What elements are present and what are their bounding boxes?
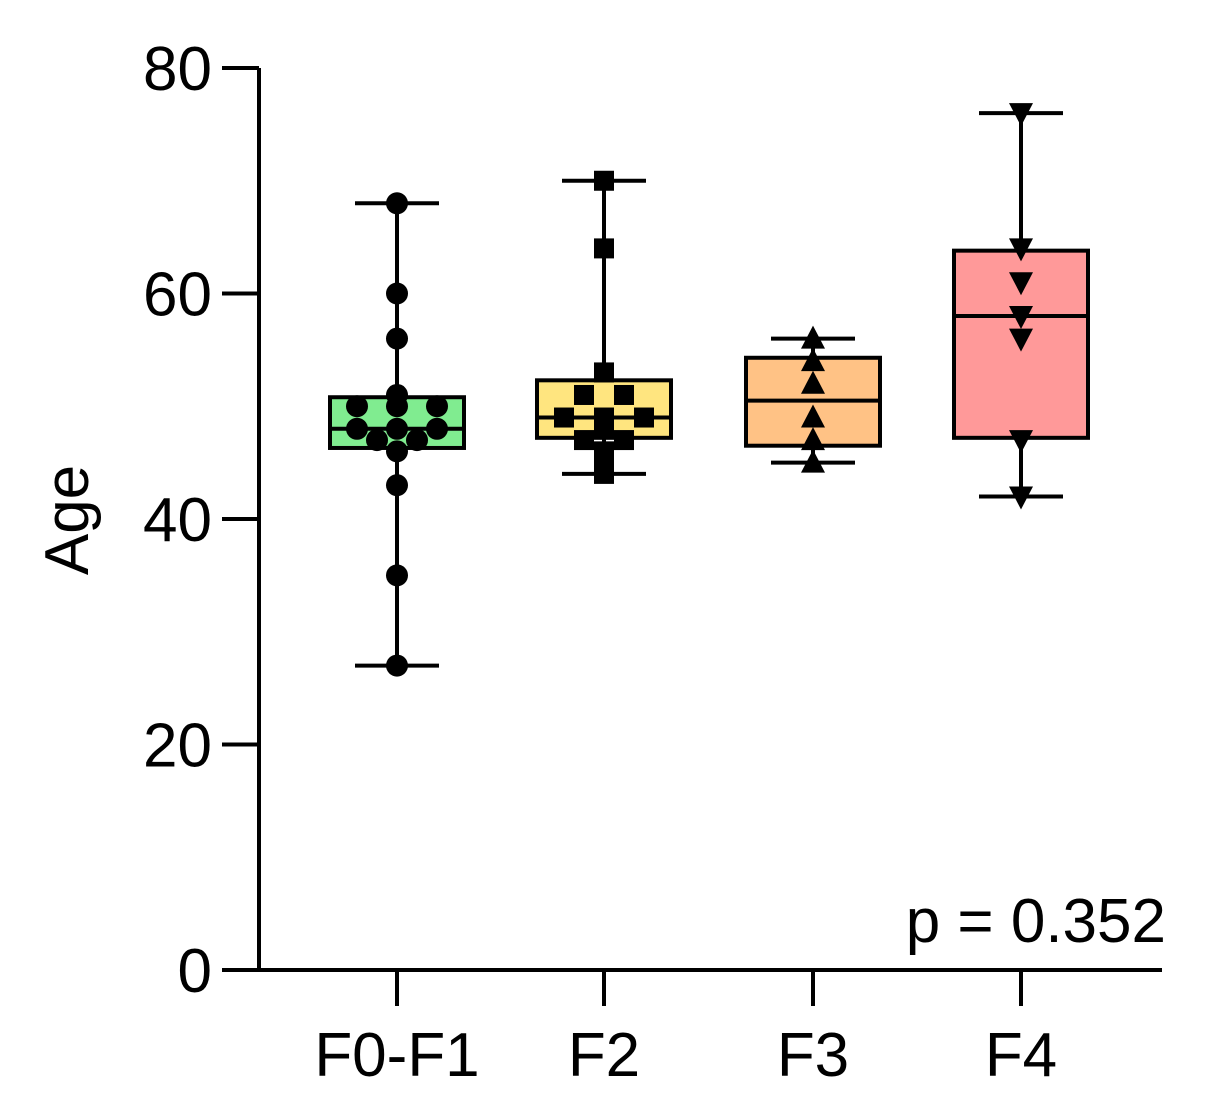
data-point [1009, 328, 1033, 352]
data-point [801, 427, 825, 451]
box-group-f0-f1 [328, 192, 466, 677]
data-point [406, 429, 428, 452]
data-point [386, 327, 408, 350]
data-point [594, 463, 614, 484]
data-point [426, 395, 448, 418]
data-point [386, 474, 408, 497]
data-point [594, 238, 614, 259]
p-value-annotation: p = 0.352 [906, 887, 1166, 956]
data-point [1009, 238, 1033, 262]
data-point [554, 407, 574, 428]
data-point [386, 654, 408, 677]
data-point [801, 348, 825, 372]
data-point [801, 325, 825, 349]
data-point [614, 384, 634, 405]
data-point [386, 440, 408, 463]
x-tick-label: F2 [568, 1021, 640, 1090]
x-tick-label: F4 [985, 1021, 1057, 1090]
data-point [426, 417, 448, 440]
x-axis: F0-F1 F2 F3 F4 [222, 968, 1162, 1090]
data-point [1009, 306, 1033, 330]
data-point [634, 407, 654, 428]
data-point [386, 395, 408, 418]
data-point [1009, 103, 1033, 127]
y-tick-label: 80 [143, 35, 212, 104]
data-point [801, 370, 825, 394]
data-point [801, 404, 825, 428]
data-point [386, 417, 408, 440]
data-point [346, 417, 368, 440]
data-point [614, 430, 634, 451]
box-groups [328, 103, 1090, 677]
y-tick-label: 20 [143, 712, 212, 781]
box-group-f4 [952, 103, 1090, 510]
data-point [386, 282, 408, 305]
data-point [346, 395, 368, 418]
y-tick-label: 40 [143, 486, 212, 555]
data-point [594, 418, 614, 439]
y-axis: 0 20 40 60 80 [143, 35, 261, 1006]
data-point [801, 449, 825, 473]
y-axis-label: Age [33, 465, 102, 575]
box-group-f2 [535, 170, 673, 484]
data-point [1009, 486, 1033, 510]
y-tick-label: 0 [178, 937, 212, 1006]
x-tick-label: F0-F1 [314, 1021, 479, 1090]
box-group-f3 [744, 325, 882, 473]
data-point [1009, 272, 1033, 296]
y-tick-label: 60 [143, 261, 212, 330]
data-point [386, 564, 408, 587]
data-point [594, 362, 614, 383]
data-point [366, 429, 388, 452]
data-point [574, 430, 594, 451]
data-point [1009, 430, 1033, 454]
data-point [594, 170, 614, 191]
data-point [574, 384, 594, 405]
x-tick-label: F3 [777, 1021, 849, 1090]
data-point [386, 192, 408, 215]
